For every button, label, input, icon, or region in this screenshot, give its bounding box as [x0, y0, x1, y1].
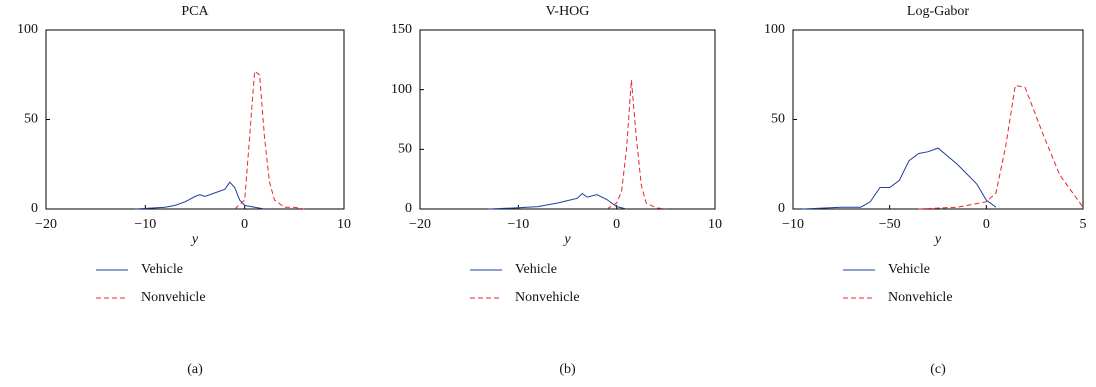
x-axis-label: y: [562, 232, 571, 247]
x-tick-label: 10: [708, 217, 722, 232]
y-tick-label: 0: [31, 201, 38, 216]
series-line: [135, 181, 265, 210]
legend-label: Vehicle: [515, 262, 557, 277]
x-tick-label: −20: [35, 217, 57, 232]
y-tick-label: 50: [398, 142, 412, 157]
series-line: [918, 84, 1084, 210]
plot-frame: [419, 29, 716, 210]
x-tick-label: −10: [134, 217, 156, 232]
x-tick-label: −20: [409, 217, 431, 232]
legend-label: Nonvehicle: [515, 290, 580, 305]
chart-title: PCA: [181, 4, 209, 19]
chart-title: V-HOG: [546, 4, 590, 19]
y-tick-label: 50: [24, 112, 38, 127]
caption: (b): [559, 362, 576, 377]
legend-label: Nonvehicle: [141, 290, 206, 305]
x-tick-label: −10: [507, 217, 529, 232]
y-tick-label: 100: [17, 22, 38, 37]
series-line: [234, 70, 305, 210]
x-tick-label: 0: [983, 217, 990, 232]
legend-label: Vehicle: [888, 262, 930, 277]
series-line: [606, 80, 666, 210]
legend-label: Nonvehicle: [888, 290, 953, 305]
y-tick-label: 50: [771, 112, 785, 127]
caption: (c): [930, 362, 946, 377]
x-axis-label: y: [190, 232, 199, 247]
caption: (a): [187, 362, 203, 377]
plot-frame: [45, 29, 345, 210]
y-tick-label: 150: [391, 22, 412, 37]
series-line: [488, 192, 627, 210]
y-tick-label: 0: [778, 201, 785, 216]
legend-label: Vehicle: [141, 262, 183, 277]
y-tick-label: 100: [764, 22, 785, 37]
chart-title: Log-Gabor: [907, 4, 970, 19]
x-tick-label: −10: [782, 217, 804, 232]
x-tick-label: 5: [1080, 217, 1087, 232]
plot-frame: [792, 29, 1084, 210]
x-tick-label: −50: [879, 217, 901, 232]
x-tick-label: 10: [337, 217, 351, 232]
x-axis-label: y: [933, 232, 942, 247]
x-tick-label: 0: [241, 217, 248, 232]
y-tick-label: 0: [405, 201, 412, 216]
y-tick-label: 100: [391, 82, 412, 97]
x-tick-label: 0: [613, 217, 620, 232]
series-line: [802, 147, 997, 210]
